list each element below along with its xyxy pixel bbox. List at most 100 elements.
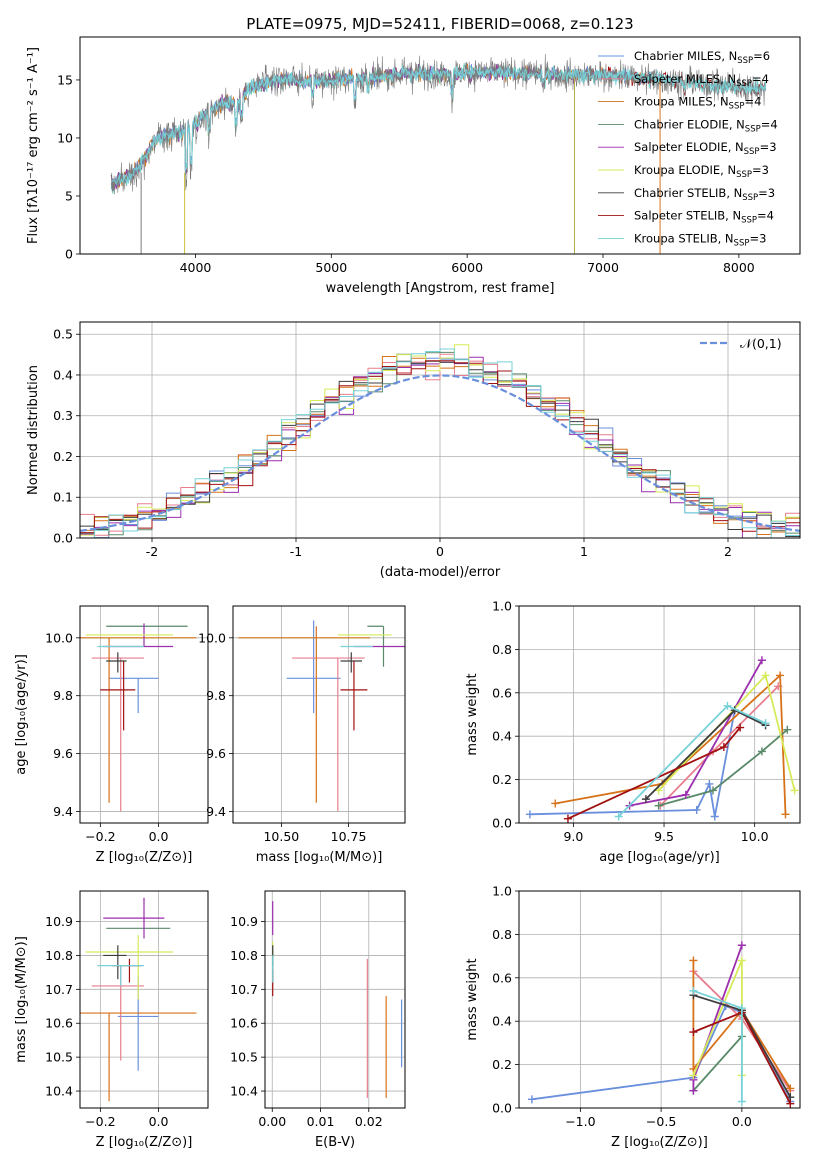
weight_vs_Z-marker (786, 1099, 795, 1108)
age_vs_mass-ytick-label: 9.4 (206, 804, 226, 819)
weight_vs_age-xtick-label: 10.0 (741, 829, 769, 844)
weight_vs_Z-ytick-label: 0.4 (492, 1014, 512, 1029)
spectrum-ytick-label: 10 (57, 130, 73, 145)
age_vs_mass-ytick-label: 10.0 (198, 630, 226, 645)
weight_vs_Z-marker (786, 1084, 795, 1093)
weight_vs_age-marker (681, 790, 690, 799)
weight_vs_Z-xtick-label: −1.0 (565, 1114, 595, 1129)
mass_vs_Z-frame (79, 890, 209, 1109)
legend-label-sub: SSP (742, 193, 758, 203)
weight_vs_age-xlabel: age [log₁₀(age/yr)] (599, 850, 720, 865)
legend-label-tail: =4 (761, 117, 778, 131)
legend-label-sub: SSP (736, 79, 752, 89)
legend-label-sub: SSP (737, 56, 753, 66)
legend-label-main: Salpeter ELODIE, N (634, 140, 744, 154)
weight_vs_age-marker (757, 747, 766, 756)
mass_vs_ebv-xtick-label: 0.00 (258, 1114, 286, 1129)
weight_vs_age-line-kroupa-miles (555, 673, 787, 815)
mass_vs_ebv-xlabel: E(B-V) (315, 1135, 355, 1150)
legend-label-main: Kroupa MILES, N (634, 95, 729, 109)
legend-label-3: Chabrier ELODIE, NSSP=4 (634, 117, 778, 134)
age_vs_Z-ytick-label: 9.6 (53, 746, 73, 761)
residuals-xtick-label: -2 (146, 544, 158, 559)
age_vs_Z-axes: −0.2 0.0 9.4 9.6 9.8 10.0 Z [log₁₀(Z/Z⊙)] age [… (14, 606, 208, 865)
weight_vs_Z-xtick-label: −0.5 (646, 1114, 676, 1129)
mass_vs_Z-ytick-label: 10.8 (45, 948, 73, 963)
legend-label-1: Salpeter MILES, NSSP=4 (634, 72, 769, 89)
figure-title: PLATE=0975, MJD=52411, FIBERID=0068, z=0… (246, 15, 633, 33)
mass_vs_ebv-ytick-label: 10.4 (230, 1084, 258, 1099)
age_vs_Z-xtick-label: −0.2 (85, 829, 115, 844)
age_vs_Z-ylabel: age [log₁₀(age/yr)] (14, 654, 29, 775)
residuals-xlabel: (data-model)/error (380, 565, 501, 580)
age_vs_mass-ytick-label: 9.6 (206, 746, 226, 761)
age_vs_Z-ytick-label: 9.8 (53, 688, 73, 703)
weight_vs_Z-ytick-label: 0.6 (492, 970, 512, 985)
weight_vs_age-ytick-label: 0.4 (492, 729, 512, 744)
spectrum-frame (79, 36, 801, 255)
weight_vs_age-ytick-label: 0.2 (492, 772, 512, 787)
weight_vs_age-marker (614, 812, 623, 821)
weight_vs_Z-axes: −1.0 −0.5 0.0 0.0 0.2 0.4 0.6 0.8 1.0 Z [log₁₀(Z/… (465, 884, 800, 1150)
legend-label-tail: =4 (757, 209, 774, 223)
mass_vs_ebv-ytick-label: 10.8 (230, 948, 258, 963)
mass_vs_Z-ytick-label: 10.4 (45, 1084, 73, 1099)
weight_vs_age-marker (776, 671, 785, 680)
legend-label-7: Salpeter STELIB, NSSP=4 (634, 209, 774, 226)
weight_vs_age-ytick-label: 0.0 (492, 816, 512, 831)
weight_vs_age-marker (710, 812, 719, 821)
legend-label-tail: =4 (744, 95, 761, 109)
residual-legend-label: 𝒩(0,1) (740, 336, 782, 351)
legend-label-sub: SSP (744, 147, 760, 157)
mass_vs_ebv-frame (264, 890, 406, 1109)
legend-label-main: Salpeter MILES, N (634, 72, 736, 86)
mass_vs_Z-ytick-label: 10.6 (45, 1016, 73, 1031)
spectrum-xtick-label: 8000 (723, 260, 755, 275)
weight_vs_Z-ytick-label: 0.2 (492, 1057, 512, 1072)
weight_vs_age-ytick-label: 0.6 (492, 685, 512, 700)
mass_vs_ebv-xtick-label: 0.01 (307, 1114, 335, 1129)
mass_vs_ebv-axes: 0.00 0.01 0.02 10.4 10.5 10.6 10.7 10.8 10.9 E(B-… (230, 891, 405, 1150)
age_vs_mass-ytick-label: 9.8 (206, 688, 226, 703)
age_vs_Z-frame (79, 605, 209, 824)
age_vs_Z-points (80, 623, 197, 812)
residuals-ytick-label: 0.4 (53, 367, 73, 382)
weight_vs_age-line-salpeter-elodie (629, 659, 763, 807)
weight_vs_age-frame (518, 605, 801, 824)
spectrum-xtick-label: 7000 (587, 260, 619, 275)
weight_vs_age-marker (563, 814, 572, 823)
weight_vs_age-marker (757, 656, 766, 665)
legend-label-main: Salpeter STELIB, N (634, 209, 741, 223)
weight_vs_Z-xlabel: Z [log₁₀(Z/Z⊙)] (611, 1135, 708, 1150)
weight_vs_Z-ylabel: mass weight (465, 958, 480, 1040)
legend-label-0: Chabrier MILES, NSSP=6 (634, 49, 770, 66)
weight_vs_Z-marker (689, 1071, 698, 1080)
legend-label-tail: =3 (749, 231, 766, 245)
legend-label-tail: =3 (752, 163, 769, 177)
weight_vs_age-marker (654, 786, 663, 795)
legend-label-sub: SSP (734, 238, 750, 248)
mass_vs_Z-axes: −0.2 0.0 10.4 10.5 10.6 10.7 10.8 10.9 Z [log₁₀(… (14, 891, 208, 1150)
residuals-ytick-label: 0.3 (53, 408, 73, 423)
spectrum-lines (110, 53, 767, 254)
residual-steps (80, 344, 800, 538)
legend-label-tail: =3 (760, 140, 777, 154)
weight_vs_age-axes: 9.0 9.5 10.0 0.0 0.2 0.4 0.6 0.8 1.0 age [log₁₀(a… (465, 599, 800, 865)
legend-label-main: Kroupa ELODIE, N (634, 163, 736, 177)
weight_vs_Z-marker (527, 1095, 536, 1104)
weight_vs_age-ytick-label: 1.0 (492, 599, 512, 614)
legend-label-main: Kroupa STELIB, N (634, 231, 734, 245)
mass_vs_ebv-ytick-label: 10.6 (230, 1016, 258, 1031)
weight_vs_Z-line-kroupa-miles (692, 960, 792, 1089)
weight_vs_age-marker (761, 719, 770, 728)
legend-label-sub: SSP (741, 216, 757, 226)
mass_vs_ebv-ytick-label: 10.7 (230, 982, 258, 997)
legend-label-sub: SSP (729, 102, 745, 112)
mass_vs_Z-xtick-label: 0.0 (149, 1114, 169, 1129)
weight_vs_age-marker (719, 743, 728, 752)
weight_vs_Z-ytick-label: 0.0 (492, 1101, 512, 1116)
residuals-xtick-label: 2 (724, 544, 732, 559)
